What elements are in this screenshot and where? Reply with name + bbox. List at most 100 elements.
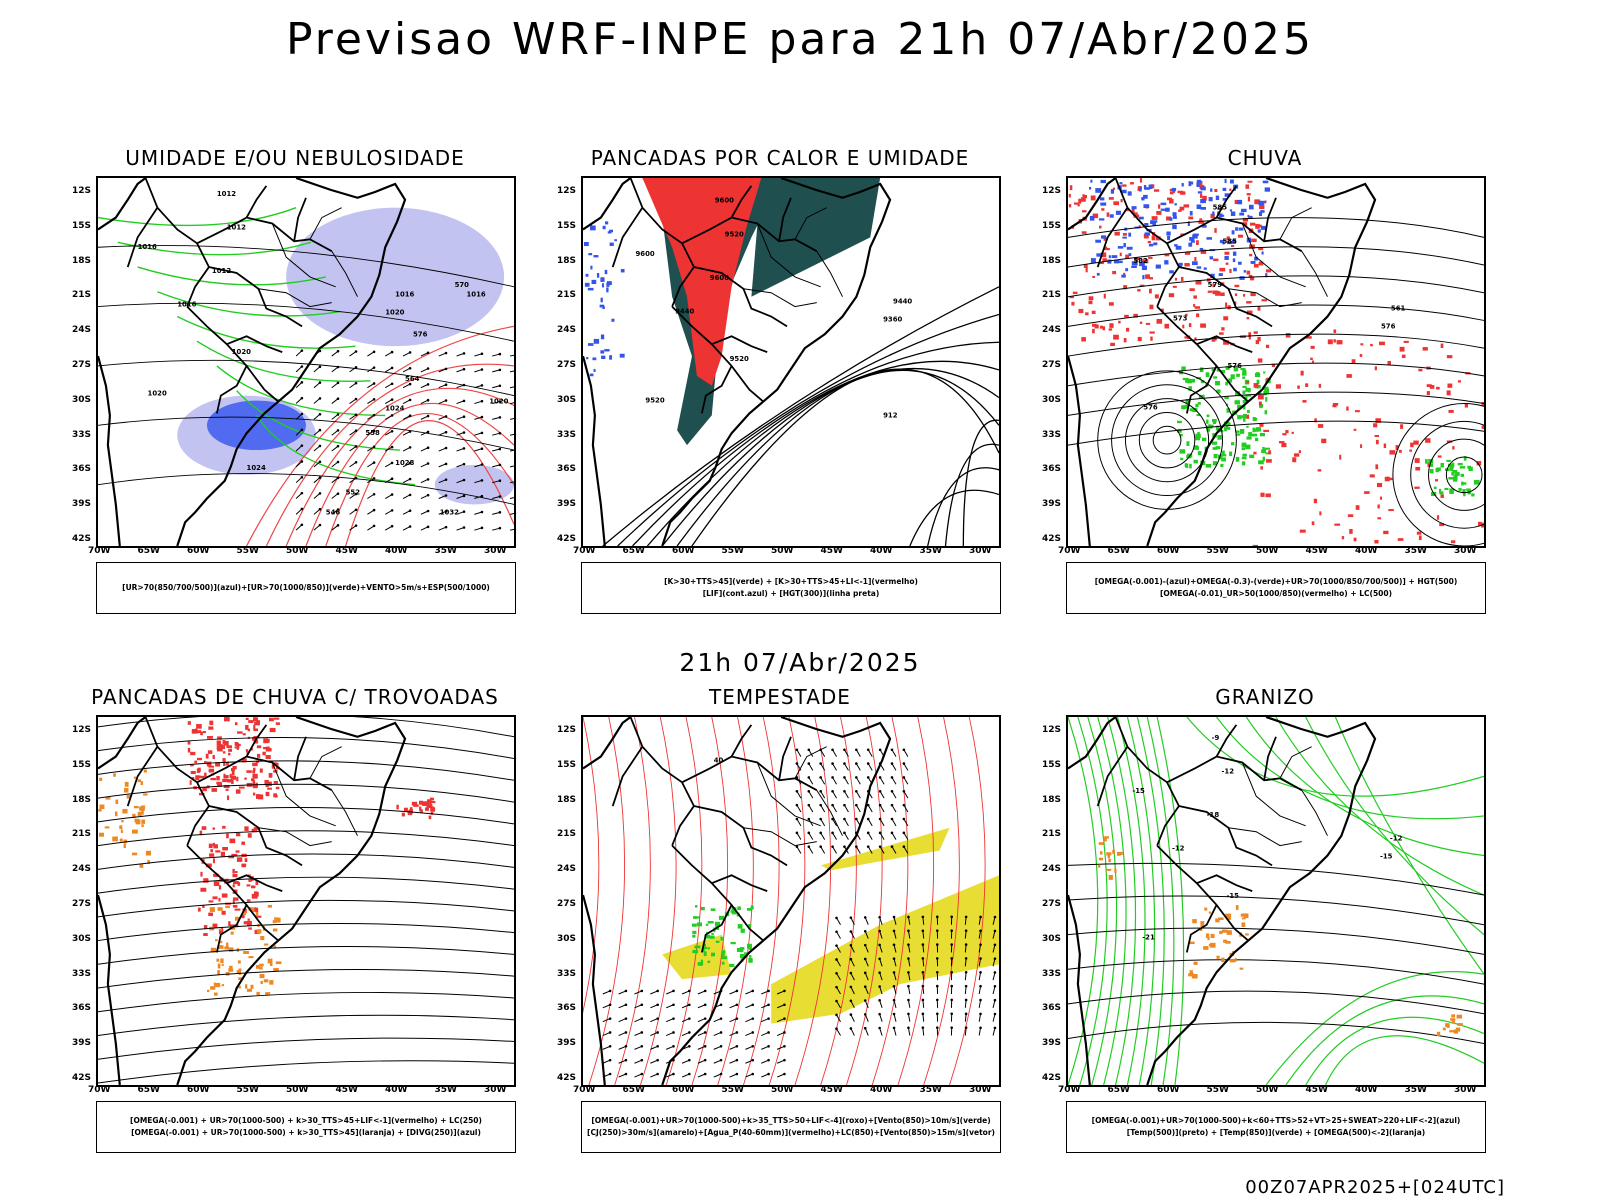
legend-box: [K>30+TTS>45](verde) + [K>30+TTS>45+LI<-… [581, 562, 1001, 614]
lon-tick-label: 65W [137, 1085, 160, 1095]
jet-stream-area [662, 934, 732, 980]
lat-tick-label: 42S [557, 534, 577, 544]
contour-label: -12 [1172, 845, 1185, 853]
height-contours [1068, 217, 1484, 446]
legend-box: [OMEGA(-0.001)+UR>70(1000-500)+k>35_TTS>… [581, 1101, 1001, 1153]
contour-label: 9520 [645, 397, 664, 405]
temp-850-contours [1265, 971, 1484, 1085]
contour-label: 9440 [893, 298, 912, 306]
legend-line: [OMEGA(-0.001) + UR>70(1000-500) + k>30_… [131, 1128, 481, 1137]
lat-tick-label: 42S [72, 534, 92, 544]
precip-green-area [1425, 456, 1480, 497]
lat-tick-label: 21S [72, 290, 92, 301]
lon-tick-label: 40W [870, 1085, 893, 1095]
lat-tick-label: 33S [1042, 968, 1062, 979]
contour-label: 9440 [675, 308, 694, 316]
panel-chuva: CHUVA 12S 15S 18S 21S 24S 27S 30S 33S 36S 39S 42S 70… [1030, 146, 1500, 626]
lon-tick-label: 30W [1454, 546, 1477, 556]
wind-vectors-850 [602, 748, 997, 1078]
legend-line: [OMEGA(-0.001)-(azul)+OMEGA(-0.3)-(verde… [1094, 577, 1458, 586]
temp-850-contours [1186, 717, 1484, 975]
streamlines-850 [583, 717, 986, 1085]
contour-label: 9520 [725, 230, 744, 238]
lon-tick-label: 40W [870, 546, 893, 556]
contour-label: 1016 [395, 291, 414, 299]
lat-tick-label: 15S [72, 220, 92, 231]
panel-title: PANCADAS POR CALOR E UMIDADE [590, 146, 970, 170]
contour-label: 546 [326, 508, 341, 516]
low-center-contour [1410, 420, 1484, 529]
contour-label: 1020 [385, 309, 404, 317]
lat-tick-label: 15S [557, 220, 577, 231]
contour-label: 1020 [232, 348, 251, 356]
lat-tick-label: 42S [1042, 1073, 1062, 1083]
legend-line: [UR>70(850/700/500)](azul)+[UR>70(1000/8… [122, 583, 490, 592]
run-time-footer: 00Z07APR2025+[024UTC] [1245, 1177, 1505, 1198]
map-svg: 585 585 582 579 573 576 576 576 561 [1068, 178, 1484, 546]
pressure-contours [98, 245, 514, 505]
lat-tick-label: 33S [72, 968, 92, 979]
contour-label: 1032 [440, 508, 459, 516]
wind-vectors [295, 349, 514, 531]
lon-tick-label: 60W [187, 1085, 210, 1095]
lat-tick-label: 39S [557, 1038, 577, 1049]
contour-label: 1012 [227, 223, 246, 231]
panel-title: TEMPESTADE [709, 685, 851, 709]
thickness-contours [246, 325, 514, 546]
contour-label: 9600 [710, 274, 729, 282]
lon-tick-label: 45W [820, 1085, 843, 1095]
thunderstorm-orange-area [206, 904, 282, 996]
legend-line: [OMEGA(-0.001)+UR>70(1000-500)+k>35_TTS>… [591, 1116, 991, 1125]
map-svg: -9 -12 -15 -18 -12 -15 -21 -15 -12 [1068, 717, 1484, 1085]
state-borders [258, 207, 358, 308]
lat-tick-label: 30S [72, 933, 92, 944]
coastline [98, 178, 407, 546]
contour-label: 1020 [489, 398, 508, 406]
lon-tick-label: 65W [1107, 546, 1130, 556]
lat-tick-label: 39S [1042, 499, 1062, 510]
valid-time-title: 21h 07/Abr/2025 [679, 648, 921, 677]
map-plot-area: 40 [581, 715, 1001, 1087]
legend-box: [OMEGA(-0.001)+UR>70(1000-500)+k<60+TTS>… [1066, 1101, 1486, 1153]
panel-pancadas-trovoadas: PANCADAS DE CHUVA C/ TROVOADAS 12S 15S 18S 2… [60, 685, 530, 1165]
low-center-contour [1111, 384, 1224, 497]
lat-tick-label: 21S [1042, 290, 1062, 301]
precip-green-area [1177, 366, 1272, 469]
lat-tick-label: 18S [557, 794, 577, 805]
lon-tick-label: 45W [1305, 546, 1328, 556]
lat-tick-label: 30S [557, 394, 577, 405]
omega-orange-area [1188, 905, 1249, 979]
contour-label: -21 [1142, 934, 1155, 942]
lat-tick-label: 30S [557, 933, 577, 944]
lat-tick-label: 24S [1042, 325, 1062, 336]
state-borders [1228, 746, 1328, 847]
lon-tick-label: 60W [672, 1085, 695, 1095]
contour-label: 1020 [148, 390, 167, 398]
lat-tick-label: 24S [557, 864, 577, 875]
contour-label: 1016 [177, 301, 196, 309]
lat-tick-label: 42S [1042, 534, 1062, 544]
lat-tick-label: 36S [1042, 464, 1062, 475]
lat-tick-label: 15S [1042, 220, 1062, 231]
lat-tick-label: 12S [557, 725, 577, 735]
map-svg: 9600 9520 9600 9600 9440 9520 9520 9360 9440 912 [583, 178, 999, 546]
map-svg: 40 [583, 717, 999, 1085]
lat-tick-label: 12S [557, 186, 577, 196]
coastline [1068, 717, 1377, 1085]
coastline [583, 178, 892, 546]
legend-line: [OMEGA(-0.001) + UR>70(1000-500) + k>30_… [130, 1116, 482, 1125]
lat-tick-label: 36S [557, 464, 577, 475]
lat-tick-label: 27S [557, 899, 577, 909]
main-title: Previsao WRF-INPE para 21h 07/Abr/2025 [285, 14, 1314, 65]
lat-tick-label: 21S [1042, 829, 1062, 840]
coastline [583, 717, 892, 1085]
low-center-contour [1445, 456, 1483, 494]
streamlines [98, 717, 514, 1084]
contour-label: 9360 [883, 315, 902, 323]
contour-label: -12 [1222, 767, 1235, 775]
lat-tick-label: 24S [557, 325, 577, 336]
panel-title: GRANIZO [1215, 685, 1315, 709]
state-borders [258, 746, 358, 847]
lon-tick-label: 65W [137, 546, 160, 556]
country-borders [611, 178, 818, 414]
